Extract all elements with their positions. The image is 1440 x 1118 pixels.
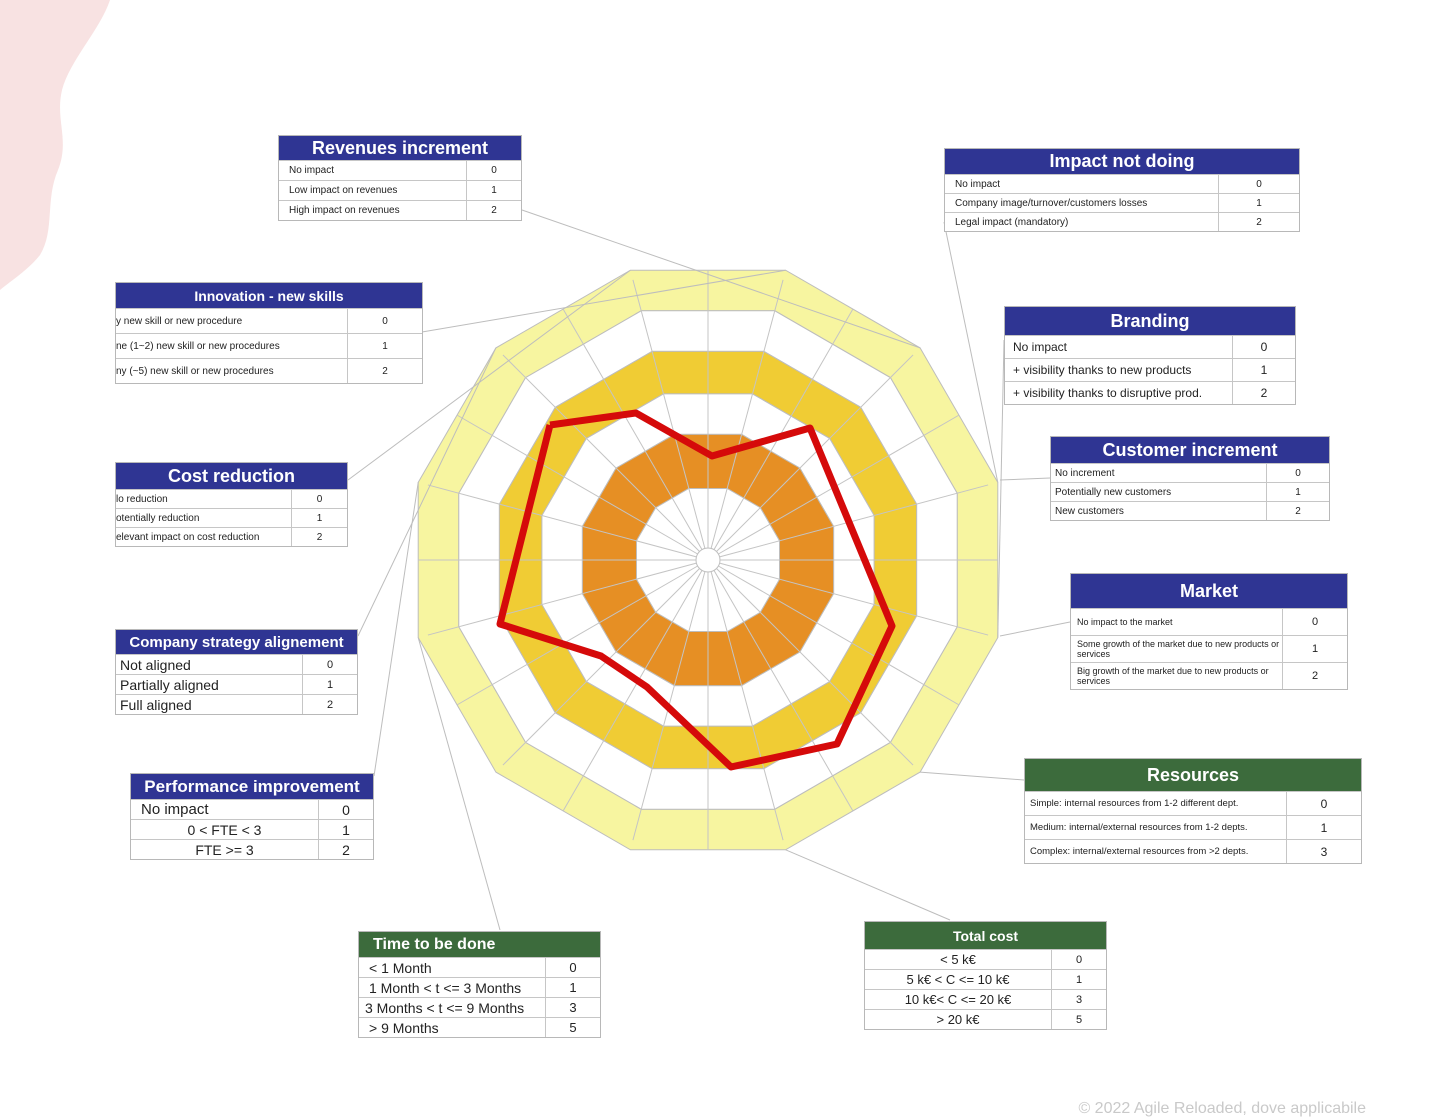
table-row: elevant impact on cost reduction 2 [116,527,347,546]
table-row: Medium: internal/external resources from… [1025,815,1361,839]
table-cost-reduction: Cost reduction lo reduction 0 otentially … [115,462,348,547]
connector-line [521,209,921,349]
table-row: > 9 Months 5 [359,1017,600,1037]
radar-spoke [719,562,989,636]
table-row: lo reduction 0 [116,489,347,508]
table-row: Full aligned 2 [116,694,357,714]
table-total-cost: Total cost < 5 k€ 0 5 k€ < C <= 10 k€ 1 10… [864,921,1107,1030]
radar-spoke [710,279,784,549]
radar-spoke [716,354,914,552]
table-title: Revenues increment [279,136,521,160]
table-row: Company image/turnover/customers losses 1 [945,193,1299,212]
table-time-to-be-done: Time to be done < 1 Month 0 1 Month < t <… [358,931,601,1038]
table-impact-not-doing: Impact not doing No impact 0 Company imag… [944,148,1300,232]
table-row: No impact 0 [131,799,373,819]
table-title: Resources [1025,759,1361,791]
connector-line [785,849,951,921]
radar-spoke [427,484,697,558]
connector-line [373,482,419,777]
table-row: High impact on revenues 2 [279,200,521,220]
table-customer-increment: Customer increment No increment 0 Potenti… [1050,436,1330,521]
table-performance-improvement: Performance improvement No impact 0 0 < F… [130,773,374,860]
table-row: + visibility thanks to disruptive prod. 2 [1005,381,1295,404]
connector-line [997,339,1005,638]
table-title: Customer increment [1051,437,1329,463]
connector-line [417,637,501,931]
connector-line [999,477,1051,481]
table-row: No impact 0 [945,174,1299,193]
table-row: No impact 0 [279,160,521,180]
center-circle [695,547,721,573]
table-row: No impact to the market 0 [1071,608,1347,635]
table-row: + visibility thanks to new products 1 [1005,358,1295,381]
table-row: No impact 0 [1005,335,1295,358]
radar-spoke [502,354,700,552]
table-company-strategy-alignement: Company strategy alignement Not aligned 0… [115,629,358,715]
radar-spoke [710,571,784,841]
table-row: ne (1~2) new skill or new procedures 1 [116,333,422,358]
table-resources: Resources Simple: internal resources fro… [1024,758,1362,864]
table-title: Company strategy alignement [116,630,357,654]
table-row: 10 k€< C <= 20 k€ 3 [865,989,1106,1009]
connector-line [943,221,999,483]
table-row: Not aligned 0 [116,654,357,674]
radar-spoke [713,308,854,550]
table-innovation-new-skills: Innovation - new skills y new skill or n… [115,282,423,384]
table-row: No increment 0 [1051,463,1329,482]
radar-spoke [562,570,703,812]
connector-line [920,771,1025,781]
table-title: Innovation - new skills [116,283,422,308]
table-row: Complex: internal/external resources fro… [1025,839,1361,863]
connector-line [421,269,786,333]
radar-spoke [713,570,854,812]
radar-spoke [456,414,698,555]
connector-line [347,269,631,481]
table-row: Big growth of the market due to new prod… [1071,662,1347,689]
radar-spoke [718,414,960,555]
table-row: Potentially new customers 1 [1051,482,1329,501]
radar-spoke [562,308,703,550]
table-row: 1 Month < t <= 3 Months 1 [359,977,600,997]
table-row: > 20 k€ 5 [865,1009,1106,1029]
table-row: < 1 Month 0 [359,957,600,977]
radar-spoke [502,568,700,766]
radar-spoke [632,279,706,549]
radar-spoke [456,565,698,706]
table-title: Impact not doing [945,149,1299,174]
table-revenues-increment: Revenues increment No impact 0 Low impact… [278,135,522,221]
table-branding: Branding No impact 0 + visibility thanks … [1004,306,1296,405]
table-title: Market [1071,574,1347,608]
table-row: New customers 2 [1051,501,1329,520]
table-row: 5 k€ < C <= 10 k€ 1 [865,969,1106,989]
radar-spoke [427,562,697,636]
table-title: Branding [1005,307,1295,335]
table-row: Some growth of the market due to new pro… [1071,635,1347,662]
table-row: Simple: internal resources from 1-2 diff… [1025,791,1361,815]
decorative-pink-shape [0,0,110,290]
table-row: y new skill or new procedure 0 [116,308,422,333]
table-title: Cost reduction [116,463,347,489]
connector-line [999,621,1071,637]
table-title: Performance improvement [131,774,373,799]
table-row: Low impact on revenues 1 [279,180,521,200]
table-row: otentially reduction 1 [116,508,347,527]
table-row: ny (~5) new skill or new procedures 2 [116,358,422,383]
table-title: Total cost [865,922,1106,949]
radar-spoke [719,484,989,558]
copyright-text: © 2022 Agile Reloaded, dove applicabile [1078,1100,1366,1117]
table-row: < 5 k€ 0 [865,949,1106,969]
table-row: Legal impact (mandatory) 2 [945,212,1299,231]
connector-line [357,347,497,637]
radar-spoke [718,565,960,706]
red-profile-line [496,409,896,771]
table-title: Time to be done [359,932,600,957]
table-row: Partially aligned 1 [116,674,357,694]
table-row: 3 Months < t <= 9 Months 3 [359,997,600,1017]
table-market: Market No impact to the market 0 Some gro… [1070,573,1348,690]
radar-spoke [716,568,914,766]
